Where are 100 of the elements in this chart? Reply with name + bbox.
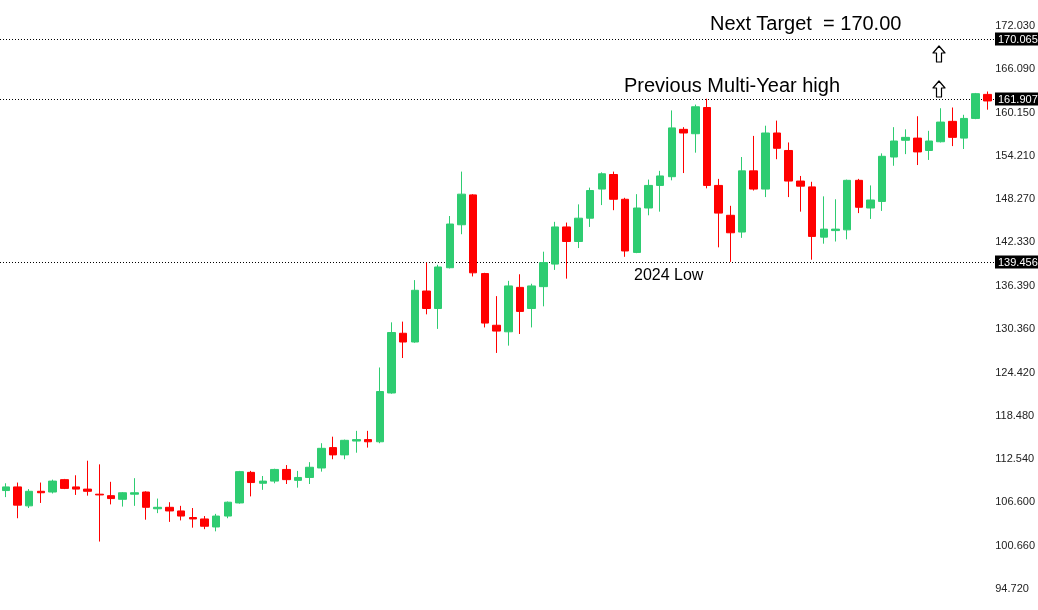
candlestick <box>305 461 314 485</box>
y-tick-label: 172.030 <box>995 19 1035 31</box>
candlestick <box>598 171 606 206</box>
candlestick <box>796 175 805 213</box>
candlestick <box>551 221 559 271</box>
candlestick <box>913 115 922 166</box>
y-tick-label: 112.540 <box>995 452 1035 465</box>
candlestick <box>703 98 711 189</box>
candlestick <box>855 178 863 214</box>
candlestick <box>13 482 22 519</box>
candlestick <box>399 321 407 359</box>
candlestick <box>259 475 267 491</box>
candlestick <box>527 283 536 328</box>
annotation: Next Target = 170.00 <box>710 12 902 35</box>
candlestick <box>504 280 513 347</box>
candlestick <box>679 126 688 174</box>
candlestick <box>609 171 618 211</box>
candlestick <box>387 321 396 395</box>
candlestick <box>516 273 524 335</box>
candlestick <box>282 464 291 485</box>
candlestick <box>983 90 992 111</box>
ref-line-label: 139.456 <box>998 256 1038 268</box>
candlestick <box>200 515 209 530</box>
candlestick <box>714 178 723 248</box>
candlestick <box>901 128 910 155</box>
candlestick <box>784 141 793 198</box>
candlestick <box>492 295 501 354</box>
candlestick <box>177 505 185 521</box>
y-tick-label: 154.210 <box>995 148 1035 161</box>
candlestick <box>118 491 127 508</box>
candlestick <box>761 125 770 198</box>
candlestick <box>925 130 933 161</box>
candlestick <box>72 474 80 496</box>
candlestick <box>317 442 326 473</box>
candlestick <box>668 109 676 181</box>
candlestick <box>364 430 372 449</box>
candlestick <box>294 470 302 489</box>
candlestick <box>352 430 361 454</box>
y-tick-label: 166.090 <box>995 62 1035 75</box>
candlestick <box>656 170 664 213</box>
candlestick <box>971 92 980 120</box>
candlestick <box>562 222 571 280</box>
candlestick <box>960 114 968 150</box>
y-tick-label: 130.360 <box>995 322 1035 335</box>
candlestick <box>749 135 758 192</box>
candlestick <box>422 262 431 315</box>
candlestick <box>83 460 92 497</box>
candlestick <box>890 126 898 167</box>
candlestick <box>481 272 489 328</box>
candlestick <box>376 366 384 444</box>
candlestick <box>469 193 477 277</box>
y-tick-label: 124.420 <box>995 365 1035 378</box>
annotation: 2024 Low <box>634 265 704 283</box>
y-tick-label: 94.720 <box>995 582 1029 594</box>
candlestick <box>936 107 945 143</box>
candlestick <box>808 181 816 261</box>
candlestick <box>165 501 174 523</box>
candlestick <box>48 479 57 494</box>
candlestick <box>843 179 851 240</box>
y-tick-label: 100.660 <box>995 538 1035 551</box>
candlestick <box>270 468 279 484</box>
candlestick <box>726 205 735 263</box>
candlestick <box>878 152 886 212</box>
candlestick <box>247 470 255 497</box>
candlestick <box>773 120 781 160</box>
candlestick <box>539 251 548 307</box>
candlestick <box>153 498 162 514</box>
candlestick <box>189 507 197 529</box>
candlestick <box>644 179 653 216</box>
annotation: Previous Multi-Year high <box>624 73 841 96</box>
ref-line-label: 161.907 <box>998 93 1038 105</box>
y-tick-label: 160.150 <box>995 105 1035 118</box>
y-tick-label: 106.600 <box>995 495 1035 508</box>
candlestick <box>434 264 442 330</box>
candlestick <box>107 481 115 505</box>
candlestick <box>130 477 139 507</box>
candlestick <box>586 187 594 228</box>
ref-line-label: 170.065 <box>998 33 1038 45</box>
y-tick-label: 142.330 <box>995 235 1035 248</box>
candlestick <box>831 198 840 242</box>
candlestick <box>866 184 875 220</box>
candlestick <box>2 482 10 498</box>
candlestick <box>621 197 629 258</box>
candlestick <box>411 279 419 344</box>
candlestick <box>329 436 337 460</box>
y-tick-label: 118.480 <box>995 408 1035 421</box>
candlestick <box>633 193 641 254</box>
candlestick <box>340 439 349 460</box>
candlestick <box>457 171 466 235</box>
candlestick <box>60 478 69 490</box>
candlestick <box>235 470 244 505</box>
candlestick <box>142 490 150 521</box>
y-tick-label: 136.390 <box>995 278 1035 291</box>
candlestick <box>948 107 957 147</box>
candlestick <box>691 104 700 154</box>
candlestick <box>738 156 746 239</box>
candlestick <box>212 513 220 532</box>
y-tick-label: 148.270 <box>995 192 1035 205</box>
candlestick <box>25 488 33 509</box>
candlestick <box>574 203 583 249</box>
